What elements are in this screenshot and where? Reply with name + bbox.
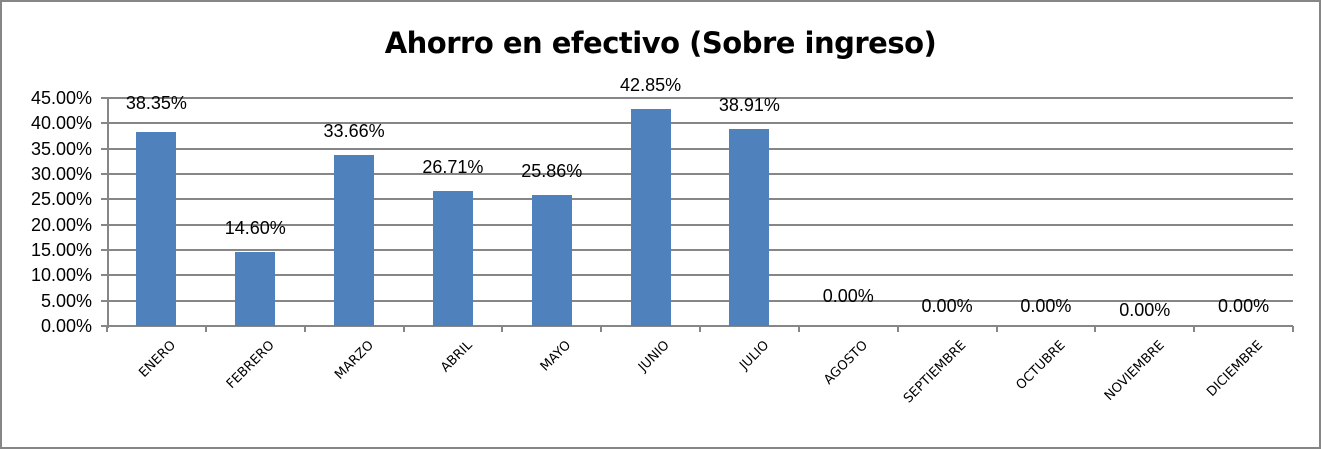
y-axis-tick-label: 30.00% — [30, 164, 92, 184]
y-axis-tick-label: 0.00% — [40, 316, 92, 336]
y-axis-tick-label: 15.00% — [30, 240, 92, 260]
y-axis-tick — [101, 299, 107, 302]
data-label: 0.00% — [1119, 300, 1171, 320]
data-label: 0.00% — [1218, 296, 1270, 316]
x-axis-tick — [600, 326, 603, 332]
y-axis-tick — [101, 122, 107, 125]
bar-mayo[interactable] — [531, 194, 572, 326]
gridline — [107, 223, 1293, 226]
y-axis-tick-label: 10.00% — [30, 265, 92, 286]
gridline — [107, 299, 1293, 302]
x-axis-tick — [1094, 326, 1097, 332]
bar-junio[interactable] — [630, 108, 671, 326]
y-axis-tick — [101, 147, 107, 150]
data-label: 25.86% — [521, 160, 583, 181]
bar-marzo[interactable] — [334, 155, 375, 326]
y-axis-tick-label: 40.00% — [30, 113, 92, 134]
data-label: 26.71% — [422, 156, 484, 177]
bar-abril[interactable] — [432, 190, 473, 326]
chart-title: Ahorro en efectivo (Sobre ingreso) — [384, 26, 937, 60]
y-axis-tick — [101, 249, 107, 251]
data-label: 0.00% — [1020, 296, 1072, 316]
data-label: 42.85% — [620, 74, 682, 95]
x-axis-tick — [106, 326, 108, 332]
data-label: 38.35% — [125, 93, 187, 113]
gridline — [107, 198, 1293, 201]
y-axis-tick — [101, 223, 107, 226]
x-axis-tick — [501, 326, 504, 332]
x-axis-tick — [896, 326, 899, 332]
gridline — [107, 147, 1293, 150]
x-axis-tick — [797, 326, 800, 332]
y-axis-tick — [101, 97, 107, 99]
y-axis-tick-label: 25.00% — [30, 189, 92, 210]
y-axis-tick-label: 5.00% — [40, 290, 92, 311]
y-axis-tick-label: 20.00% — [30, 214, 92, 235]
x-axis-tick — [995, 326, 998, 332]
x-axis-tick — [699, 326, 701, 332]
data-label: 0.00% — [822, 286, 874, 306]
y-axis-tick-label: 35.00% — [30, 138, 92, 159]
data-label: 0.00% — [921, 296, 973, 316]
data-label: 14.60% — [224, 218, 286, 239]
bar-febrero[interactable] — [235, 252, 276, 326]
bar-julio[interactable] — [729, 128, 770, 326]
gridline — [107, 274, 1293, 277]
bar-enero[interactable] — [136, 131, 177, 326]
x-axis-tick — [204, 326, 207, 332]
y-axis-tick — [101, 325, 107, 327]
data-label: 38.91% — [718, 94, 780, 115]
gridline — [107, 249, 1293, 251]
y-axis-tick — [101, 198, 107, 201]
data-label: 33.66% — [323, 121, 385, 142]
y-axis-tick — [101, 173, 107, 175]
x-axis-tick — [1193, 326, 1196, 332]
gridline — [107, 173, 1293, 175]
y-axis-tick-label: 45.00% — [30, 88, 92, 108]
gridline — [107, 122, 1293, 125]
x-axis-tick — [402, 326, 405, 332]
x-axis-tick — [1292, 326, 1294, 332]
y-axis-line — [107, 98, 109, 328]
gridline — [107, 97, 1293, 99]
y-axis-tick — [101, 274, 107, 277]
x-axis-tick — [303, 326, 306, 332]
